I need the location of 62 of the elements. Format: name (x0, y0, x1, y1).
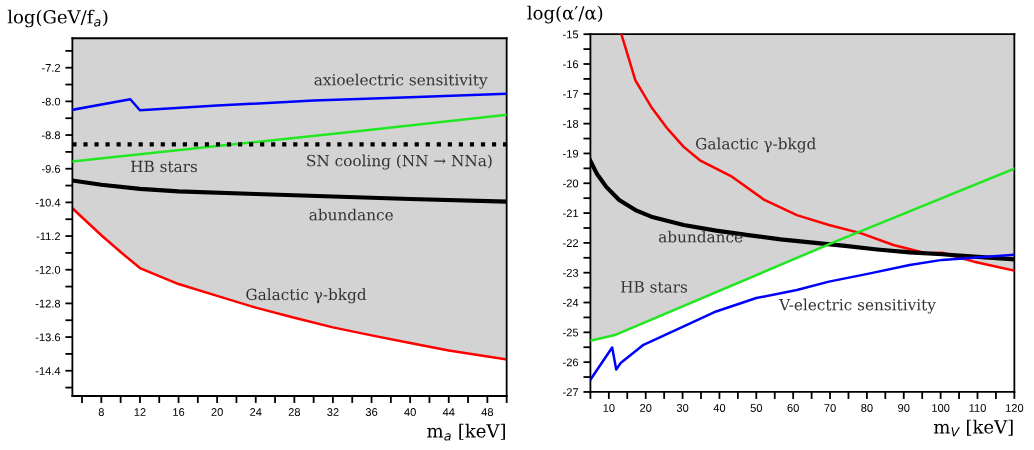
y-tick-label: -22 (563, 239, 579, 247)
y-tick-label: -21 (563, 209, 579, 218)
y-tick-label: -19 (563, 149, 579, 158)
y-tick-label: -8.0 (41, 97, 61, 106)
x-tick-label: 50 (750, 404, 763, 412)
y-axis-title: log(α′/α) (527, 5, 603, 24)
x-tick-label: 70 (824, 404, 836, 412)
x-tick-label: 110 (969, 404, 986, 412)
annotation: axioelectric sensitivity (314, 73, 488, 89)
y-tick-label: -24 (563, 298, 579, 307)
line-series (590, 253, 1015, 381)
x-tick-label: 100 (932, 404, 950, 412)
annotation: abundance (658, 230, 743, 243)
x-tick-label: 44 (442, 408, 455, 416)
annotation: Galactic γ-bkgd (696, 137, 816, 153)
x-tick-label: 48 (481, 408, 494, 416)
x-tick-label: 16 (173, 408, 185, 416)
y-tick-label: -9.6 (41, 164, 61, 173)
annotation: HB stars (621, 281, 688, 293)
y-tick-label: -15 (563, 30, 579, 39)
y-tick-label: -20 (563, 179, 579, 188)
y-tick-label: -8.8 (41, 131, 61, 140)
y-tick-label: -25 (563, 328, 579, 337)
y-tick-label: -17 (563, 90, 579, 98)
x-tick-label: 36 (365, 408, 378, 416)
y-tick-label: -12.0 (35, 266, 61, 274)
x-tick-label: 40 (713, 404, 726, 412)
line-series (590, 167, 1015, 342)
x-tick-label: 32 (327, 408, 339, 416)
x-tick-label: 40 (404, 408, 416, 416)
line-series (72, 92, 507, 112)
x-axis-title: m$_{V}$ [keV] (933, 419, 1013, 437)
y-tick-label: -12.8 (35, 299, 61, 308)
x-tick-label: 8 (98, 408, 104, 416)
y-tick-label: -18 (563, 119, 579, 128)
x-tick-label: 90 (898, 404, 910, 412)
y-tick-label: -7.2 (41, 63, 61, 72)
y-tick-label: -11.2 (36, 232, 61, 241)
x-tick-label: 80 (861, 404, 873, 412)
x-tick-label: 60 (787, 404, 799, 412)
x-tick-label: 12 (134, 408, 146, 416)
annotation: HB stars (131, 160, 198, 173)
y-tick-label: -23 (563, 268, 579, 277)
x-tick-label: 20 (640, 404, 652, 412)
y-tick-label: -10.4 (35, 198, 61, 207)
y-tick-label: -16 (563, 60, 579, 69)
x-tick-label: 28 (288, 408, 301, 416)
y-tick-label: -26 (563, 358, 579, 367)
y-tick-label: -14.4 (35, 367, 61, 375)
x-tick-label: 10 (603, 404, 615, 412)
x-tick-label: 20 (211, 408, 223, 416)
x-tick-label: 120 (1005, 404, 1024, 412)
annotation: abundance (309, 208, 393, 221)
y-tick-label: -13.6 (35, 333, 61, 342)
x-tick-label: 30 (676, 404, 689, 412)
x-tick-label: 24 (250, 408, 262, 416)
y-axis-title: log(GeV/f$_{a}$) (7, 9, 108, 28)
annotation: V-electric sensitivity (778, 298, 936, 314)
annotation: Galactic γ-bkgd (246, 288, 367, 304)
annotation: SN cooling (NN → NNa) (307, 154, 492, 170)
y-tick-label: -27 (563, 388, 579, 396)
x-axis-title: m$_{a}$ [keV] (427, 423, 505, 441)
